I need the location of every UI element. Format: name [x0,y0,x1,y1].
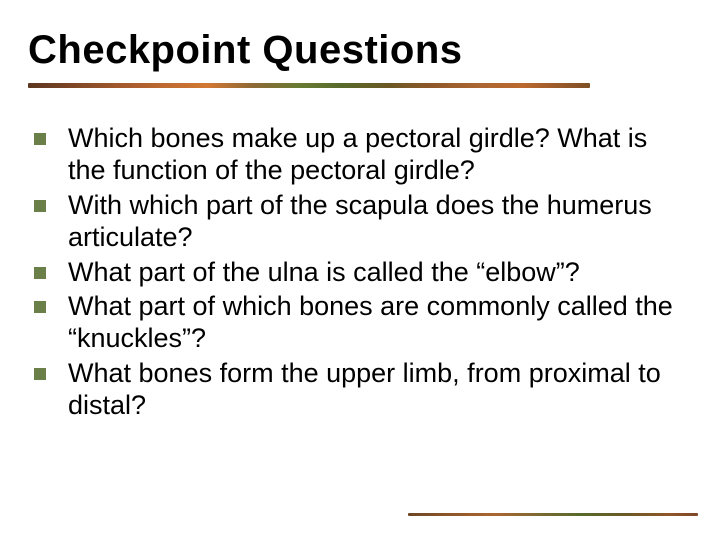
slide: Checkpoint Questions Which bones make up… [0,0,720,540]
footer-divider [408,513,698,516]
slide-title: Checkpoint Questions [28,28,692,73]
title-divider [28,83,590,88]
square-bullet-icon [34,301,46,313]
square-bullet-icon [34,200,46,212]
square-bullet-icon [34,368,46,380]
question-text: What bones form the upper limb, from pro… [68,357,678,422]
list-item: With which part of the scapula does the … [34,189,692,254]
question-text: What part of the ulna is called the “elb… [68,256,580,288]
square-bullet-icon [34,133,46,145]
question-text: Which bones make up a pectoral girdle? W… [68,122,678,187]
list-item: What part of which bones are commonly ca… [34,290,692,355]
list-item: What bones form the upper limb, from pro… [34,357,692,422]
question-text: With which part of the scapula does the … [68,189,678,254]
square-bullet-icon [34,267,46,279]
list-item: What part of the ulna is called the “elb… [34,256,692,288]
question-list: Which bones make up a pectoral girdle? W… [28,122,692,422]
question-text: What part of which bones are commonly ca… [68,290,678,355]
list-item: Which bones make up a pectoral girdle? W… [34,122,692,187]
